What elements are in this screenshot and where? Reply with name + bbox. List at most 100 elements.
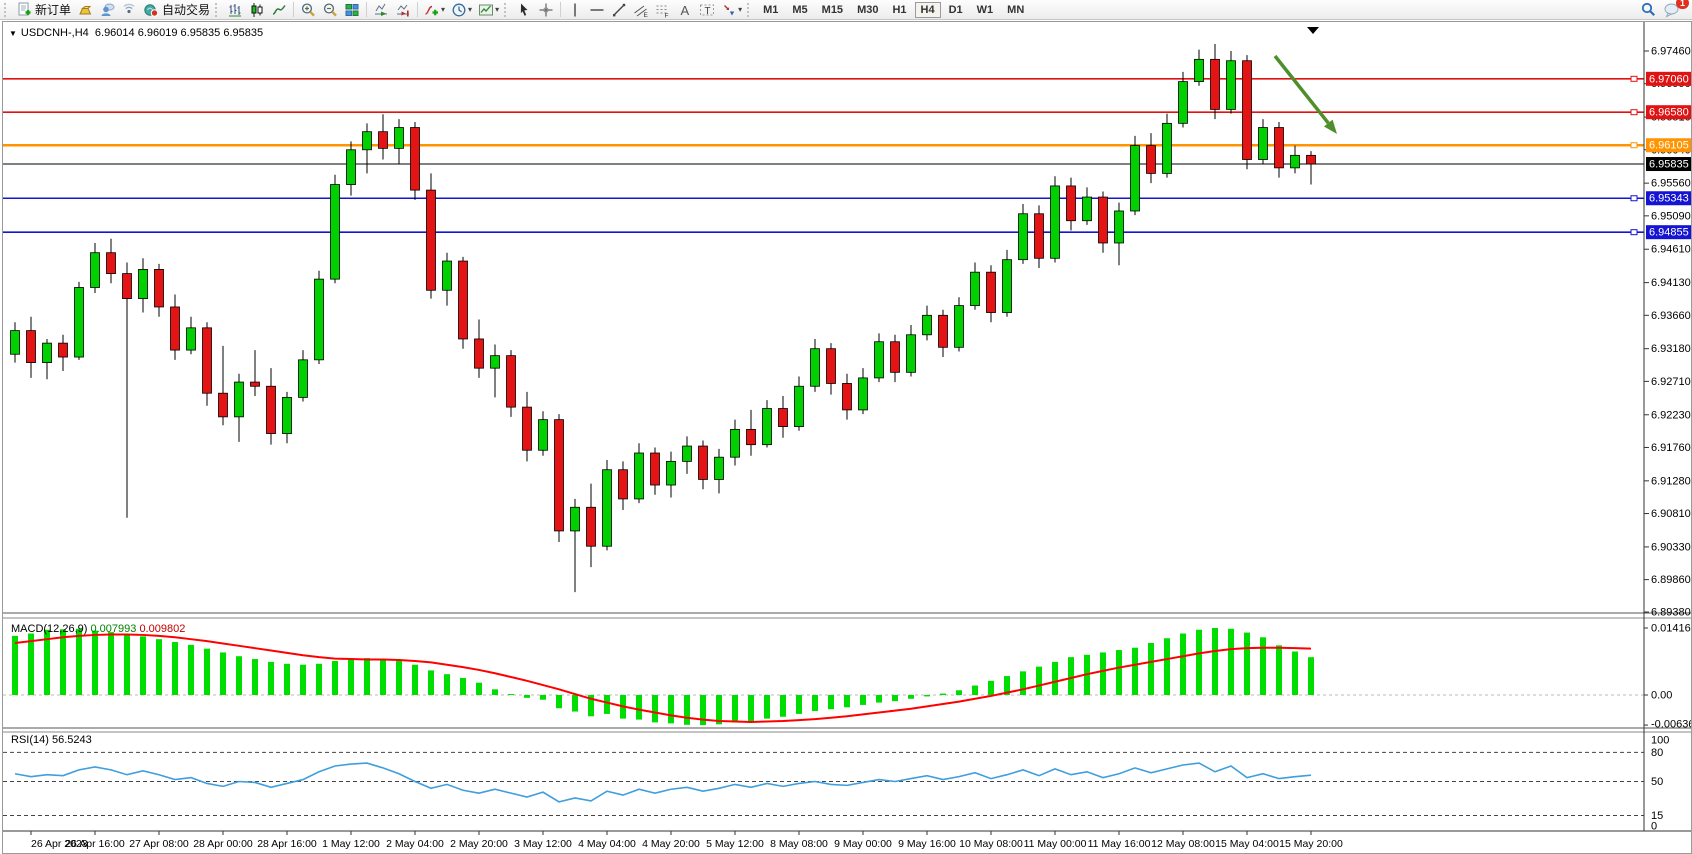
macd-histogram-bar xyxy=(220,652,226,695)
macd-histogram-bar xyxy=(700,695,706,726)
macd-histogram-bar xyxy=(956,690,962,695)
toolbar-grip[interactable] xyxy=(504,2,511,17)
bull-candle xyxy=(282,396,292,434)
macd-histogram-bar xyxy=(924,695,930,697)
line-handle[interactable] xyxy=(1630,195,1638,202)
macd-histogram-bar xyxy=(92,630,98,695)
bear-candle xyxy=(1274,127,1284,169)
time-tick-label: 27 Apr 08:00 xyxy=(129,838,189,850)
chart-shift-icon xyxy=(397,4,410,16)
templates-button[interactable]: ▾ xyxy=(476,1,501,19)
timeframe-M5[interactable]: M5 xyxy=(792,3,808,16)
macd-histogram-bar xyxy=(540,695,546,700)
indicators-button[interactable]: ▾ xyxy=(422,1,447,19)
autotrading-icon xyxy=(144,3,159,17)
signals-icon xyxy=(123,3,135,13)
bull-candle xyxy=(394,127,404,149)
time-tick-label: 11 May 00:00 xyxy=(1024,838,1087,850)
symbol-info-line[interactable]: ▼ USDCNH-,H4 6.96014 6.96019 6.95835 6.95… xyxy=(9,27,263,39)
macd-histogram-bar xyxy=(1132,647,1138,695)
symbol-dropdown-icon[interactable]: ▼ xyxy=(9,29,17,38)
toolbar-grip[interactable] xyxy=(215,2,222,17)
timeframe-D1[interactable]: D1 xyxy=(948,3,963,16)
toolbar-grip[interactable] xyxy=(4,2,11,17)
bear-candle xyxy=(778,408,788,427)
search-icon xyxy=(1641,2,1655,16)
line-chart-button[interactable] xyxy=(269,1,289,19)
timeframe-W1[interactable]: W1 xyxy=(976,3,994,16)
zoom-in-button[interactable] xyxy=(298,1,318,19)
horizontal-line-button[interactable] xyxy=(587,1,607,19)
cursor-button[interactable] xyxy=(514,1,534,19)
bear-candle xyxy=(986,271,996,313)
timeframe-H1[interactable]: H1 xyxy=(892,3,907,16)
trendline-button[interactable] xyxy=(609,1,629,19)
price-tick-label: 6.91760 xyxy=(1651,442,1691,454)
line-handle[interactable] xyxy=(1630,109,1638,116)
autotrading-button[interactable]: 自动交易 xyxy=(141,1,212,19)
bear-candle xyxy=(890,341,900,373)
community-icon xyxy=(101,3,115,16)
line-handle[interactable] xyxy=(1630,142,1638,149)
macd-histogram-bar xyxy=(812,695,818,712)
new-order-button[interactable]: 新订单 xyxy=(14,1,73,19)
timeframe-MN[interactable]: MN xyxy=(1007,3,1025,16)
new-order-label: 新订单 xyxy=(35,3,72,17)
signals-button[interactable] xyxy=(119,1,139,19)
chat-button[interactable]: 1 xyxy=(1661,0,1689,19)
tile-windows-button[interactable] xyxy=(342,1,362,19)
text-label-button[interactable]: T xyxy=(697,1,717,19)
crosshair-button[interactable] xyxy=(536,1,556,19)
price-tick-label: 6.93180 xyxy=(1651,343,1691,355)
zoom-out-button[interactable] xyxy=(320,1,340,19)
vertical-line-button[interactable] xyxy=(565,1,585,19)
bull-candle xyxy=(1226,60,1236,110)
equidistant-channel-button[interactable]: E xyxy=(631,1,651,19)
macd-histogram-bar xyxy=(828,695,834,710)
bear-candle xyxy=(474,338,484,369)
bar-chart-icon xyxy=(229,3,242,16)
bull-candle xyxy=(74,287,84,358)
bear-candle xyxy=(506,355,516,408)
periods-button[interactable]: ▾ xyxy=(449,1,474,19)
search-button[interactable] xyxy=(1638,1,1659,19)
bar-chart-button[interactable] xyxy=(225,1,245,19)
market-watch-button[interactable] xyxy=(75,1,95,19)
macd-histogram-bar xyxy=(300,664,306,695)
fibonacci-button[interactable]: F xyxy=(653,1,673,19)
price-badge xyxy=(1646,71,1691,86)
candlestick-chart-button[interactable] xyxy=(247,1,267,19)
timeframe-M15[interactable]: M15 xyxy=(821,3,844,16)
timeframe-M30[interactable]: M30 xyxy=(857,3,879,16)
line-handle[interactable] xyxy=(1630,75,1638,82)
indicators-icon xyxy=(425,5,439,15)
time-tick-label: 10 May 08:00 xyxy=(959,838,1023,850)
community-button[interactable] xyxy=(97,1,117,19)
line-handle[interactable] xyxy=(1630,229,1638,236)
price-axis[interactable]: 6.974606.969906.965106.960406.955606.950… xyxy=(1643,22,1692,833)
timeframe-M1[interactable]: M1 xyxy=(763,3,779,16)
chart-shift-button[interactable] xyxy=(393,1,413,19)
shift-marker-icon[interactable] xyxy=(1307,27,1319,34)
text-button[interactable]: A xyxy=(675,1,695,19)
auto-scroll-button[interactable] xyxy=(371,1,391,19)
macd-histogram-bar xyxy=(524,695,530,698)
rsi-line xyxy=(14,762,1312,803)
chart-canvas[interactable]: 6.974606.969906.965106.960406.955606.950… xyxy=(3,22,1692,853)
macd-histogram-bar xyxy=(572,695,578,712)
price-tick-label: 6.94130 xyxy=(1651,277,1691,289)
macd-histogram-bar xyxy=(716,695,722,725)
arrows-icon xyxy=(724,4,735,15)
timeframe-H4[interactable]: H4 xyxy=(914,1,941,18)
bull-candle xyxy=(1290,154,1300,169)
price-badge-label: 6.94855 xyxy=(1649,227,1689,239)
toolbar-grip[interactable] xyxy=(747,2,754,17)
horizontal-line-icon xyxy=(590,8,604,11)
macd-histogram-bar xyxy=(364,658,370,695)
bull-candle xyxy=(346,149,356,185)
price-tick-label: 6.91280 xyxy=(1651,475,1691,487)
arrow-annotation[interactable] xyxy=(1273,54,1330,125)
arrows-button[interactable]: ▾ xyxy=(719,1,744,19)
